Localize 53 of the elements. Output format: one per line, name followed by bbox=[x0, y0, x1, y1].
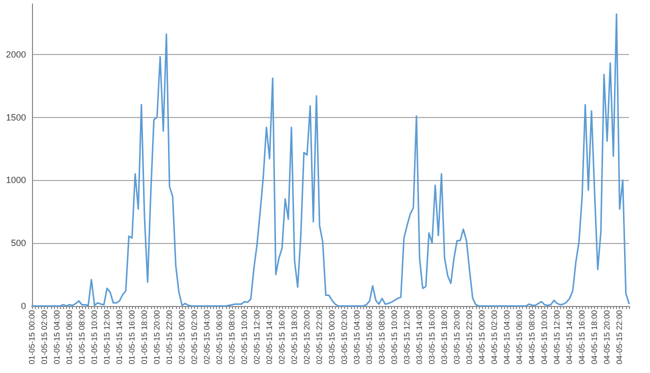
x-tick-label: 01-05-15 16:00 bbox=[128, 309, 137, 364]
x-tick-label: 04-05-15 06:00 bbox=[515, 309, 524, 364]
x-tick-label: 04-05-15 08:00 bbox=[528, 309, 537, 364]
x-tick-label: 04-05-15 10:00 bbox=[540, 309, 550, 364]
x-tick-label: 02-05-15 14:00 bbox=[265, 309, 274, 364]
x-tick-label: 02-05-15 00:00 bbox=[178, 309, 187, 364]
x-tick-label: 01-05-15 14:00 bbox=[115, 309, 124, 364]
x-tick-label: 01-05-15 18:00 bbox=[140, 309, 150, 364]
x-tick-label: 01-05-15 22:00 bbox=[165, 309, 174, 364]
x-tick-label: 04-05-15 12:00 bbox=[552, 309, 562, 364]
x-tick-label: 03-05-15 14:00 bbox=[415, 309, 424, 364]
y-tick-label: 2000 bbox=[6, 49, 26, 60]
x-tick-label: 03-05-15 16:00 bbox=[428, 309, 437, 364]
x-tick-label: 04-05-15 18:00 bbox=[590, 309, 600, 364]
x-tick-label: 03-05-15 08:00 bbox=[378, 309, 387, 364]
x-tick-label: 02-05-15 22:00 bbox=[315, 309, 324, 364]
x-tick-label: 01-05-15 10:00 bbox=[90, 309, 100, 364]
x-tick-label: 02-05-15 20:00 bbox=[302, 309, 312, 364]
y-tick-label: 1500 bbox=[6, 112, 26, 122]
x-tick-label: 01-05-15 08:00 bbox=[78, 309, 87, 364]
x-tick-label: 04-05-15 04:00 bbox=[502, 309, 512, 364]
x-tick-label: 03-05-15 20:00 bbox=[452, 309, 462, 364]
y-tick-label: 1000 bbox=[6, 175, 26, 186]
x-tick-label: 03-05-15 00:00 bbox=[328, 309, 337, 364]
x-tick-label: 04-05-15 20:00 bbox=[602, 309, 612, 364]
x-tick-label: 04-05-15 22:00 bbox=[615, 309, 624, 364]
y-tick-label: 0 bbox=[20, 301, 26, 311]
x-tick-label: 03-05-15 04:00 bbox=[352, 309, 362, 364]
x-tick-label: 02-05-15 02:00 bbox=[190, 309, 200, 364]
x-tick-label: 02-05-15 18:00 bbox=[290, 309, 300, 364]
x-tick-label: 03-05-15 10:00 bbox=[390, 309, 400, 364]
x-tick-label: 03-05-15 18:00 bbox=[440, 309, 450, 364]
x-tick-label: 01-05-15 06:00 bbox=[65, 309, 74, 364]
x-tick-label: 04-05-15 16:00 bbox=[578, 309, 587, 364]
x-tick-label: 01-05-15 00:00 bbox=[28, 309, 36, 364]
x-tick-label: 02-05-15 08:00 bbox=[228, 309, 237, 364]
x-tick-label: 03-05-15 06:00 bbox=[365, 309, 374, 364]
x-tick-label: 02-05-15 06:00 bbox=[215, 309, 224, 364]
x-tick-label: 02-05-15 16:00 bbox=[278, 309, 287, 364]
x-tick-label: 04-05-15 14:00 bbox=[565, 309, 574, 364]
x-tick-label: 03-05-15 02:00 bbox=[340, 309, 350, 364]
x-tick-label: 02-05-15 04:00 bbox=[202, 309, 212, 364]
x-tick-label: 01-05-15 20:00 bbox=[152, 309, 162, 364]
x-tick-label: 04-05-15 00:00 bbox=[478, 309, 487, 364]
x-tick-label: 04-05-15 02:00 bbox=[490, 309, 500, 364]
y-tick-label: 500 bbox=[10, 238, 26, 248]
x-tick-label: 02-05-15 12:00 bbox=[252, 309, 262, 364]
x-tick-label: 01-05-15 02:00 bbox=[40, 309, 50, 364]
x-tick-label: 01-05-15 12:00 bbox=[102, 309, 112, 364]
x-tick-label: 03-05-15 22:00 bbox=[465, 309, 474, 364]
x-tick-label: 03-05-15 12:00 bbox=[402, 309, 412, 364]
x-tick-label: 02-05-15 10:00 bbox=[240, 309, 250, 364]
x-tick-label: 01-05-15 04:00 bbox=[52, 309, 62, 364]
